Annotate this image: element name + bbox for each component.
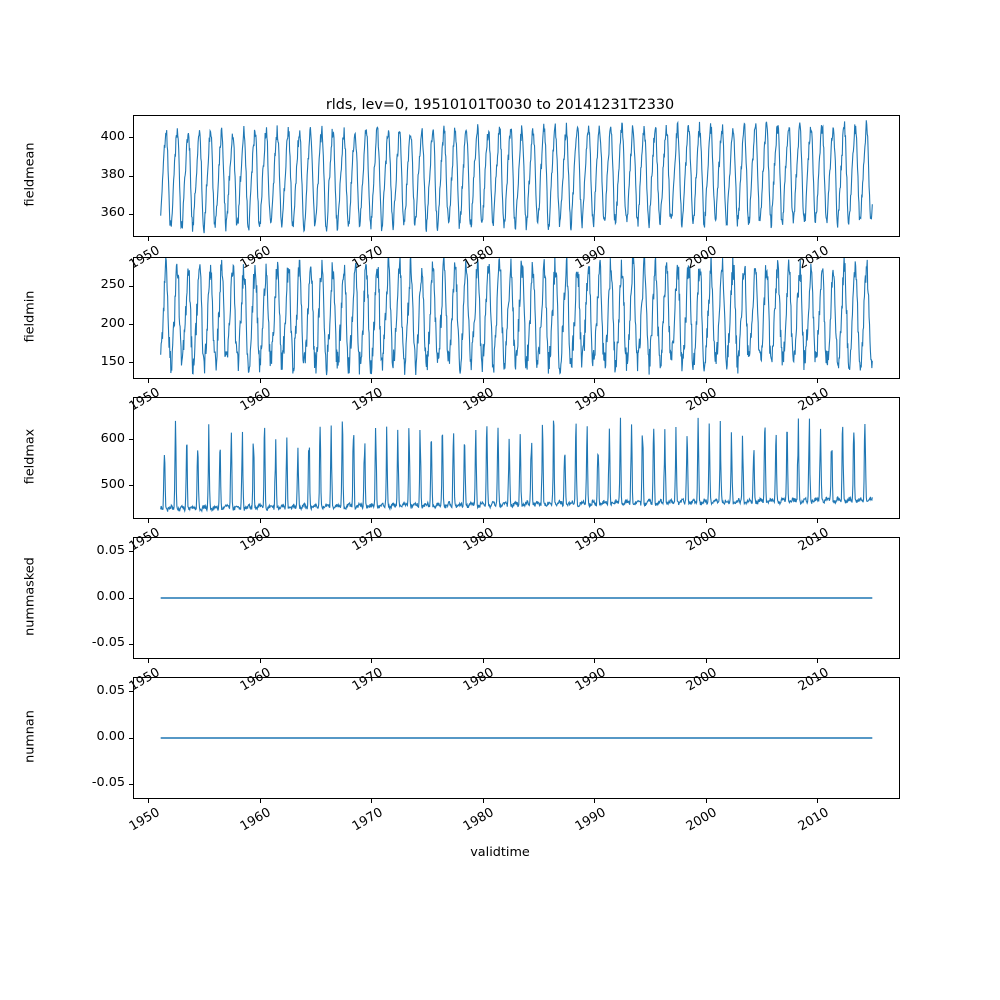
subplot-fieldmax xyxy=(133,397,900,519)
y-tick-label: -0.05 xyxy=(91,775,125,791)
y-tick-mark xyxy=(129,597,133,599)
x-tick-mark xyxy=(594,659,596,663)
y-tick-mark xyxy=(129,485,133,487)
x-tick-mark xyxy=(148,519,150,523)
x-tick-mark xyxy=(482,379,484,383)
x-tick-mark xyxy=(817,379,819,383)
x-tick-mark xyxy=(482,237,484,241)
data-line-fieldmean xyxy=(161,120,873,233)
y-tick-label: 0.00 xyxy=(96,729,126,744)
y-tick-label: 360 xyxy=(100,205,125,221)
data-line-fieldmin xyxy=(161,258,873,375)
subplot-nummasked xyxy=(133,537,900,659)
x-tick-mark xyxy=(371,519,373,523)
x-tick-mark xyxy=(482,799,484,803)
y-tick-mark xyxy=(129,137,133,139)
y-tick-mark xyxy=(129,175,133,177)
x-tick-mark xyxy=(148,379,150,383)
y-tick-label: 250 xyxy=(100,277,125,293)
y-tick-label: 0.00 xyxy=(96,589,126,604)
x-tick-mark xyxy=(371,237,373,241)
y-axis-label-numnan: numnan xyxy=(22,710,38,763)
x-tick-mark xyxy=(259,519,261,523)
y-axis-label-fieldmin: fieldmin xyxy=(22,290,38,343)
y-tick-mark xyxy=(129,691,133,693)
y-tick-label: 0.05 xyxy=(96,682,126,698)
data-line-fieldmax xyxy=(161,418,873,512)
y-tick-label: 150 xyxy=(100,353,125,369)
x-tick-mark xyxy=(817,237,819,241)
x-tick-mark xyxy=(817,659,819,663)
y-tick-label: -0.05 xyxy=(91,635,125,651)
x-tick-mark xyxy=(148,659,150,663)
x-tick-mark xyxy=(259,799,261,803)
plot-area-fieldmean xyxy=(134,116,899,236)
y-tick-label: 500 xyxy=(100,476,125,492)
x-tick-mark xyxy=(259,379,261,383)
plot-area-fieldmax xyxy=(134,398,899,518)
x-tick-mark xyxy=(817,519,819,523)
subplot-fieldmin xyxy=(133,257,900,379)
x-tick-mark xyxy=(371,379,373,383)
plot-area-fieldmin xyxy=(134,258,899,378)
x-tick-mark xyxy=(482,519,484,523)
y-tick-mark xyxy=(129,439,133,441)
plot-area-numnan xyxy=(134,678,899,798)
x-tick-mark xyxy=(148,237,150,241)
y-tick-mark xyxy=(129,551,133,553)
x-tick-mark xyxy=(705,379,707,383)
x-tick-mark xyxy=(482,659,484,663)
plot-area-nummasked xyxy=(134,538,899,658)
x-tick-mark xyxy=(371,659,373,663)
subplot-numnan xyxy=(133,677,900,799)
y-axis-label-fieldmean: fieldmean xyxy=(22,142,38,207)
x-tick-mark xyxy=(817,799,819,803)
y-tick-mark xyxy=(129,643,133,645)
x-tick-mark xyxy=(705,659,707,663)
y-tick-label: 600 xyxy=(100,430,125,446)
x-tick-mark xyxy=(594,519,596,523)
y-tick-mark xyxy=(129,737,133,739)
y-tick-mark xyxy=(129,213,133,215)
x-tick-mark xyxy=(594,237,596,241)
figure-title: rlds, lev=0, 19510101T0030 to 20141231T2… xyxy=(325,97,675,113)
x-axis-label: validtime xyxy=(470,845,530,860)
x-tick-mark xyxy=(371,799,373,803)
x-tick-mark xyxy=(705,519,707,523)
y-tick-label: 400 xyxy=(100,128,125,144)
x-tick-mark xyxy=(594,379,596,383)
y-tick-label: 380 xyxy=(100,167,125,182)
x-tick-mark xyxy=(705,237,707,241)
y-tick-mark xyxy=(129,362,133,364)
y-axis-label-fieldmax: fieldmax xyxy=(22,428,38,485)
y-axis-label-nummasked: nummasked xyxy=(22,557,38,636)
x-tick-mark xyxy=(594,799,596,803)
y-tick-label: 200 xyxy=(100,315,125,331)
x-tick-mark xyxy=(148,799,150,803)
x-tick-mark xyxy=(259,659,261,663)
y-tick-label: 0.05 xyxy=(96,542,126,558)
subplot-fieldmean xyxy=(133,115,900,237)
x-tick-mark xyxy=(259,237,261,241)
x-tick-mark xyxy=(705,799,707,803)
y-tick-mark xyxy=(129,783,133,785)
y-tick-mark xyxy=(129,324,133,326)
y-tick-mark xyxy=(129,285,133,287)
